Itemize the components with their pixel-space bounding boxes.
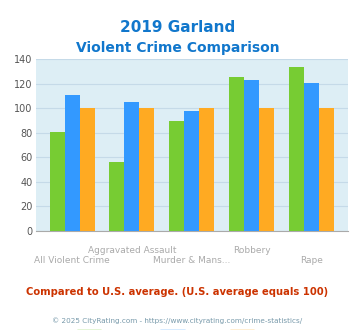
Bar xyxy=(169,121,184,231)
Bar xyxy=(140,109,154,231)
Bar xyxy=(80,109,94,231)
Bar xyxy=(50,132,65,231)
Text: Rape: Rape xyxy=(300,255,323,265)
Bar xyxy=(109,162,125,231)
Text: Murder & Mans...: Murder & Mans... xyxy=(153,255,230,265)
Bar xyxy=(199,109,214,231)
Bar xyxy=(184,111,199,231)
Bar xyxy=(319,109,334,231)
Bar xyxy=(304,83,319,231)
Text: Violent Crime Comparison: Violent Crime Comparison xyxy=(76,41,279,55)
Bar xyxy=(125,102,140,231)
Text: All Violent Crime: All Violent Crime xyxy=(34,255,110,265)
Legend: Garland, Texas, National: Garland, Texas, National xyxy=(72,326,311,330)
Text: Aggravated Assault: Aggravated Assault xyxy=(88,246,176,255)
Bar xyxy=(244,80,259,231)
Bar xyxy=(259,109,274,231)
Text: Compared to U.S. average. (U.S. average equals 100): Compared to U.S. average. (U.S. average … xyxy=(26,287,329,297)
Text: © 2025 CityRating.com - https://www.cityrating.com/crime-statistics/: © 2025 CityRating.com - https://www.city… xyxy=(53,317,302,324)
Text: 2019 Garland: 2019 Garland xyxy=(120,20,235,35)
Bar xyxy=(289,67,304,231)
Bar xyxy=(229,77,244,231)
Bar xyxy=(65,95,80,231)
Text: Robbery: Robbery xyxy=(233,246,270,255)
